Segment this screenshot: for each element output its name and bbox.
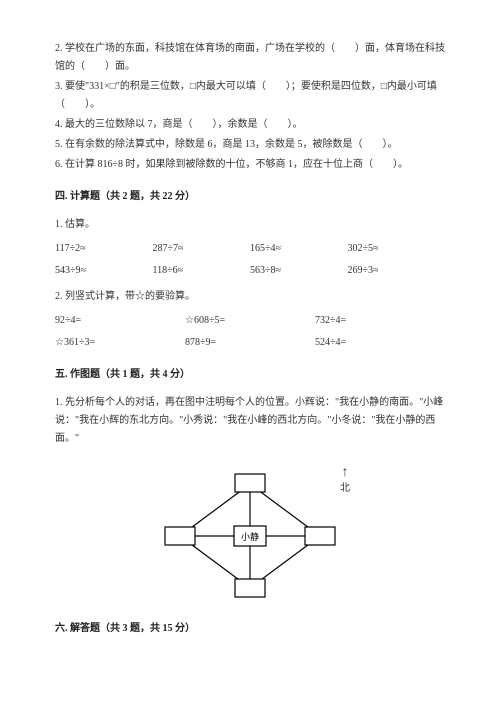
north-indicator: ↑ 北 <box>340 466 350 498</box>
top-box <box>235 474 265 492</box>
right-box <box>305 527 335 545</box>
calc-cell: ☆608÷5= <box>185 312 315 330</box>
section6-title: 六. 解答题（共 3 题，共 15 分） <box>55 620 445 638</box>
calc-cell: 302÷5≈ <box>348 240 446 258</box>
calc-cell: 118÷6≈ <box>153 262 251 280</box>
calc-cell: 269÷3≈ <box>348 262 446 280</box>
calc-cell: 165÷4≈ <box>250 240 348 258</box>
s4-row4: ☆361÷3= 878÷9= 524÷4= <box>55 334 445 352</box>
bottom-box <box>235 579 265 597</box>
s4-q1-label: 1. 估算。 <box>55 216 445 234</box>
section4-title: 四. 计算题（共 2 题，共 22 分） <box>55 188 445 206</box>
center-label: 小静 <box>241 531 259 542</box>
s5-q1: 1. 先分析每个人的对话，再在图中注明每个人的位置。小辉说："我在小静的南面。"… <box>55 394 445 448</box>
calc-cell: 524÷4= <box>315 334 445 352</box>
calc-cell: 287÷7≈ <box>153 240 251 258</box>
s4-row3: 92÷4= ☆608÷5= 732÷4= <box>55 312 445 330</box>
s4-row2: 543÷9≈ 118÷6≈ 563÷8≈ 269÷3≈ <box>55 262 445 280</box>
q5: 5. 在有余数的除法算式中，除数是 6，商是 13，余数是 5，被除数是（ ）。 <box>55 136 445 154</box>
calc-cell: 92÷4= <box>55 312 185 330</box>
q6: 6. 在计算 816÷8 时，如果除到被除数的十位，不够商 1，应在十位上商（ … <box>55 156 445 174</box>
position-diagram: ↑ 北 小静 <box>55 466 445 606</box>
s4-q2-label: 2. 列竖式计算，带☆的要验算。 <box>55 288 445 306</box>
q3: 3. 要使"331×□"的积是三位数，□内最大可以填（ ）；要使积是四位数，□内… <box>55 78 445 114</box>
arrow-up-icon: ↑ <box>342 466 349 480</box>
calc-cell: 543÷9≈ <box>55 262 153 280</box>
calc-cell: 117÷2≈ <box>55 240 153 258</box>
diagram-svg: 小静 <box>150 466 350 606</box>
north-text: 北 <box>340 480 350 498</box>
calc-cell: 878÷9= <box>185 334 315 352</box>
section5-title: 五. 作图题（共 1 题，共 4 分） <box>55 366 445 384</box>
left-box <box>165 527 195 545</box>
calc-cell: 563÷8≈ <box>250 262 348 280</box>
q4: 4. 最大的三位数除以 7，商是（ ），余数是（ ）。 <box>55 116 445 134</box>
calc-cell: 732÷4= <box>315 312 445 330</box>
q2: 2. 学校在广场的东面，科技馆在体育场的南面，广场在学校的（ ）面，体育场在科技… <box>55 40 445 76</box>
calc-cell: ☆361÷3= <box>55 334 185 352</box>
s4-row1: 117÷2≈ 287÷7≈ 165÷4≈ 302÷5≈ <box>55 240 445 258</box>
worksheet-page: 2. 学校在广场的东面，科技馆在体育场的南面，广场在学校的（ ）面，体育场在科技… <box>0 0 500 707</box>
